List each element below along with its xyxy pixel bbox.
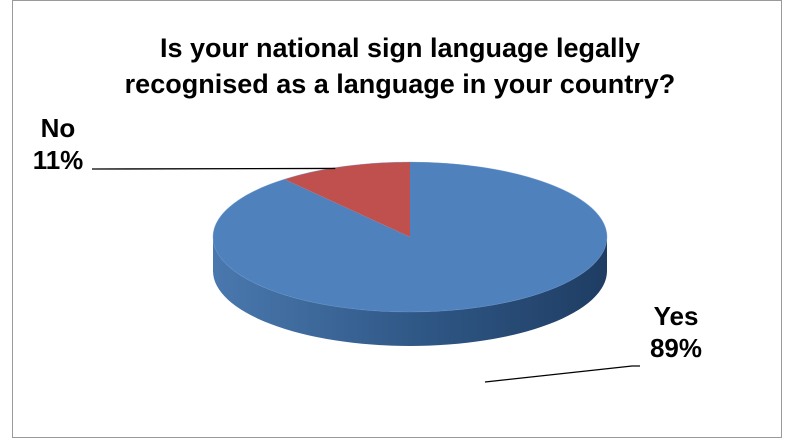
slice-label-yes: Yes 89%	[634, 300, 718, 364]
chart-title-line-1: Is your national sign language legally	[159, 33, 641, 63]
slice-label-no-name: No	[40, 113, 76, 143]
slice-label-yes-name: Yes	[653, 301, 699, 331]
slice-label-yes-percent: 89%	[649, 333, 703, 363]
pie-slice-yes	[212, 162, 607, 313]
slice-label-no: No 11%	[26, 112, 90, 176]
pie-side-yes	[213, 237, 607, 346]
leader-line-yes	[484, 365, 640, 383]
pie-slice-no	[284, 162, 410, 237]
leader-line-no	[92, 167, 336, 170]
chart-title: Is your national sign language legally r…	[60, 30, 740, 102]
slice-label-no-percent: 11%	[32, 145, 84, 175]
pie-top-rim	[212, 161, 608, 313]
leader-lines	[92, 167, 640, 383]
chart-title-line-2: recognised as a language in your country…	[124, 69, 676, 99]
pie-group	[212, 161, 608, 346]
